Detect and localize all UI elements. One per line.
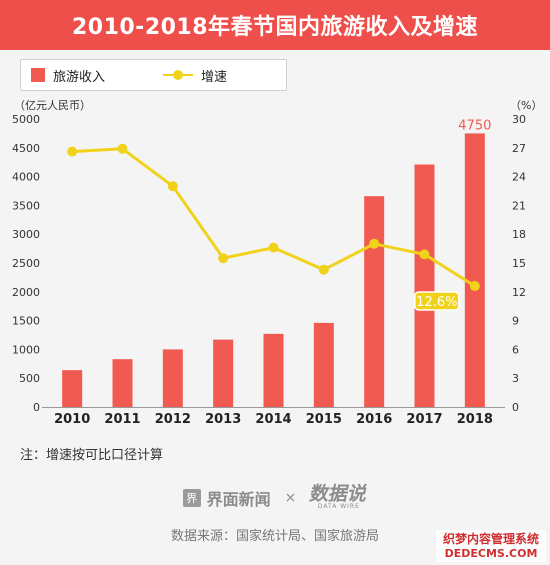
- right-axis-unit: （%）: [510, 99, 543, 112]
- left-tick-label: 1500: [12, 315, 40, 328]
- growth-point-2015: [318, 264, 329, 275]
- bar-2010: [62, 370, 83, 407]
- footnote: 注：增速按可比口径计算: [20, 448, 164, 463]
- bar-2013: [213, 339, 234, 407]
- growth-point-2014: [268, 242, 279, 253]
- left-tick-label: 1000: [12, 343, 40, 356]
- x-tick-label: 2014: [255, 412, 291, 427]
- bar-2018: [464, 133, 485, 407]
- left-tick-label: 3000: [12, 228, 40, 241]
- right-tick-label: 3: [512, 372, 519, 385]
- legend-bar-swatch: [31, 68, 45, 82]
- x-tick-label: 2012: [155, 412, 191, 427]
- site-watermark: 织梦内容管理系统 DEDECMS.COM: [436, 530, 546, 562]
- x-tick-label: 2010: [54, 412, 90, 427]
- growth-point-2016: [369, 238, 380, 249]
- bar-data-label: 4750: [458, 118, 491, 133]
- growth-point-2013: [218, 253, 229, 264]
- legend: 旅游收入 增速: [20, 59, 287, 91]
- x-tick-label: 2016: [356, 412, 392, 427]
- data-wire-logo-sub: DATA WIRE: [317, 503, 360, 510]
- bar-2011: [112, 359, 133, 407]
- growth-point-2011: [117, 143, 128, 154]
- left-tick-label: 4000: [12, 171, 40, 184]
- combo-chart: 0 500 1000 1500 2000 2500 3000 3500 4000 4500 5000…: [12, 113, 526, 427]
- data-wire-logo-text: 数据说: [308, 483, 370, 505]
- x-tick-label: 2018: [457, 412, 493, 427]
- growth-data-label: 12.6%: [416, 295, 457, 310]
- chart-title: 2010-2018年春节国内旅游收入及增速: [0, 0, 550, 50]
- x-tick-label: 2015: [306, 412, 342, 427]
- x-tick-label: 2011: [104, 412, 140, 427]
- right-tick-label: 21: [512, 199, 526, 212]
- bar-2014: [263, 333, 284, 407]
- bar-2016: [364, 196, 385, 407]
- right-tick-label: 12: [512, 286, 526, 299]
- times-separator: ×: [284, 490, 297, 506]
- left-tick-label: 500: [19, 372, 40, 385]
- right-tick-label: 30: [512, 113, 526, 126]
- jiemian-logo-icon: 界: [182, 489, 201, 507]
- brand-footer: 界 界面新闻 × 数据说 DATA WIRE: [0, 483, 550, 510]
- legend-item-revenue: 旅游收入: [31, 66, 105, 85]
- growth-line: [72, 147, 476, 288]
- x-tick-label: 2013: [205, 412, 241, 427]
- growth-point-2010: [67, 146, 78, 157]
- growth-point-2017: [419, 249, 430, 260]
- watermark-line2: DEDECMS.COM: [444, 547, 538, 560]
- right-tick-label: 6: [512, 343, 519, 356]
- right-tick-label: 24: [512, 171, 526, 184]
- watermark-line1: 织梦内容管理系统: [442, 532, 539, 546]
- legend-item-growth: 增速: [115, 66, 227, 85]
- left-tick-label: 5000: [12, 113, 40, 126]
- right-tick-label: 9: [512, 315, 519, 328]
- data-source: 数据来源：国家统计局、国家旅游局: [170, 529, 379, 544]
- legend-line-label: 增速: [201, 69, 228, 85]
- left-tick-label: 0: [33, 401, 40, 414]
- left-tick-label: 3500: [12, 199, 40, 212]
- legend-bar-label: 旅游收入: [53, 69, 106, 85]
- growth-data-label-bg: [414, 291, 460, 311]
- brand-name: 界面新闻: [206, 490, 271, 509]
- left-tick-label: 2500: [12, 257, 40, 270]
- right-tick-label: 18: [512, 228, 526, 241]
- bar-2012: [162, 349, 183, 407]
- left-axis-unit: （亿元人民币）: [14, 99, 91, 112]
- right-tick-label: 27: [512, 142, 526, 155]
- growth-point-2018: [469, 281, 480, 292]
- legend-line-swatch: [163, 69, 194, 81]
- right-tick-label: 15: [512, 257, 526, 270]
- bar-2015: [313, 322, 334, 407]
- left-tick-label: 2000: [12, 286, 40, 299]
- right-tick-label: 0: [512, 401, 519, 414]
- growth-point-2012: [167, 181, 178, 192]
- x-tick-label: 2017: [406, 412, 442, 427]
- data-wire-logo: 数据说 DATA WIRE: [308, 483, 370, 510]
- bar-2017: [414, 164, 435, 407]
- left-tick-label: 4500: [12, 142, 40, 155]
